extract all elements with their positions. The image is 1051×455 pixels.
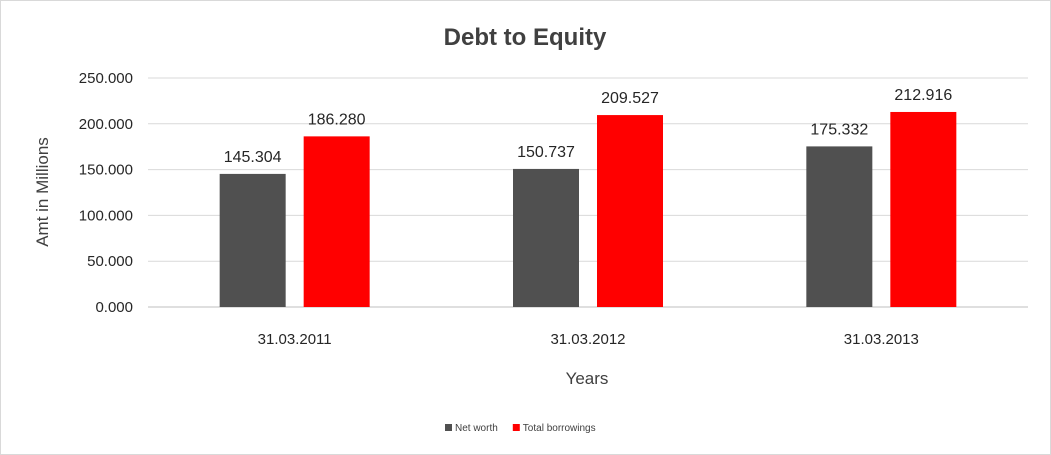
y-tick-label: 250.000 xyxy=(79,70,133,87)
data-label: 186.280 xyxy=(308,111,366,128)
data-label: 150.737 xyxy=(517,144,575,161)
y-tick-label: 150.000 xyxy=(79,162,133,179)
y-tick-label: 50.000 xyxy=(87,253,133,270)
chart-title: Debt to Equity xyxy=(444,24,607,51)
x-axis-ticks: 31.03.2011 31.03.2012 31.03.2013 xyxy=(258,331,919,348)
x-axis-title: Years xyxy=(566,369,609,388)
x-tick-label: 31.03.2011 xyxy=(258,331,332,348)
legend: Net worth Total borrowings xyxy=(445,423,596,434)
y-tick-label: 0.000 xyxy=(95,299,133,316)
data-label: 145.304 xyxy=(224,149,282,166)
bar-total-borrowings xyxy=(597,115,663,307)
legend-label: Net worth xyxy=(455,423,498,434)
legend-label: Total borrowings xyxy=(523,423,596,434)
x-tick-label: 31.03.2013 xyxy=(844,331,919,348)
legend-swatch xyxy=(512,424,520,431)
gridlines xyxy=(148,77,1028,308)
bars xyxy=(219,111,957,308)
bar-net-worth xyxy=(219,173,286,307)
y-tick-label: 100.000 xyxy=(79,207,133,224)
y-axis-title: Amt in Millions xyxy=(33,137,52,247)
legend-swatch xyxy=(445,424,452,431)
data-labels: 145.304 186.280 150.737 209.527 175.332 212.9… xyxy=(224,87,953,166)
data-label: 209.527 xyxy=(601,90,659,107)
bar-total-borrowings xyxy=(890,111,957,308)
y-axis-ticks: 0.000 50.000 100.000 150.000 200.000 250.000 xyxy=(79,70,133,316)
data-label: 175.332 xyxy=(810,121,868,138)
bar-net-worth xyxy=(513,168,579,307)
bar-net-worth xyxy=(806,146,873,307)
y-tick-label: 200.000 xyxy=(79,116,133,133)
data-label: 212.916 xyxy=(894,87,952,104)
bar-total-borrowings xyxy=(303,136,370,307)
x-tick-label: 31.03.2012 xyxy=(550,331,625,348)
